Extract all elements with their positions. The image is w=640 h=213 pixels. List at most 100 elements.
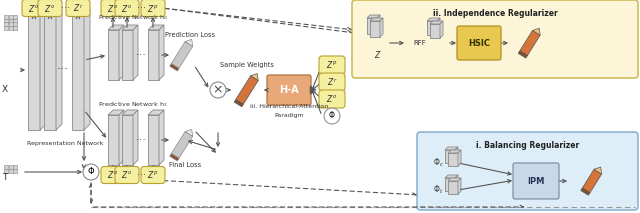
Polygon shape [532,28,540,35]
Polygon shape [427,18,440,21]
Polygon shape [440,21,443,38]
Polygon shape [148,30,159,80]
FancyBboxPatch shape [101,0,125,16]
Polygon shape [40,9,46,130]
Text: Predictive Network h$_1$: Predictive Network h$_1$ [99,101,168,109]
Polygon shape [172,42,193,68]
Polygon shape [580,188,590,195]
Polygon shape [367,18,377,34]
Polygon shape [72,9,90,15]
Polygon shape [380,18,383,37]
Bar [4,165,8,169]
Bar [13,22,17,26]
Text: ···: ··· [138,170,147,180]
Polygon shape [251,73,258,81]
FancyBboxPatch shape [66,0,90,16]
Polygon shape [448,150,461,153]
Text: Representation Network: Representation Network [27,141,103,145]
Polygon shape [430,24,440,38]
Polygon shape [172,132,193,158]
Circle shape [324,108,340,124]
Polygon shape [133,25,138,80]
Text: Z: Z [374,50,380,59]
Polygon shape [108,30,119,80]
Bar [8,165,13,169]
Text: $Z^o$: $Z^o$ [122,170,132,180]
FancyBboxPatch shape [319,73,345,91]
FancyBboxPatch shape [319,90,345,108]
Polygon shape [44,9,62,15]
FancyBboxPatch shape [38,0,62,16]
Text: ···: ··· [136,50,147,60]
Polygon shape [448,153,458,166]
Polygon shape [28,9,46,15]
Bar [13,19,17,23]
Polygon shape [445,175,458,178]
Polygon shape [56,9,62,130]
Text: X: X [2,85,8,95]
Polygon shape [148,110,164,115]
Polygon shape [437,18,440,35]
Text: ×: × [212,83,223,96]
Text: ii. Independence Regularizer: ii. Independence Regularizer [433,9,557,17]
Bar [4,26,8,29]
Polygon shape [234,99,243,107]
Text: Sample Weights: Sample Weights [220,62,274,68]
Polygon shape [518,51,527,58]
Text: ···: ··· [136,135,147,145]
Polygon shape [520,30,540,56]
Bar [8,15,13,19]
Polygon shape [159,110,164,165]
Text: Predictive Network h$_0$: Predictive Network h$_0$ [98,14,168,22]
Text: $Z^o$: $Z^o$ [108,170,118,180]
Text: Φ: Φ [88,167,94,177]
FancyBboxPatch shape [115,0,139,16]
FancyBboxPatch shape [352,0,638,78]
Bar [4,22,8,26]
Text: $Z^p$: $Z^p$ [326,59,338,71]
Bar [13,15,17,19]
FancyBboxPatch shape [267,75,311,105]
FancyBboxPatch shape [457,26,501,60]
FancyBboxPatch shape [319,56,345,74]
Text: $Z^r$: $Z^r$ [326,76,337,88]
Text: ···: ··· [57,63,69,76]
Bar [8,26,13,29]
Text: RFF: RFF [413,40,426,46]
Bar [13,168,17,173]
Polygon shape [119,25,124,80]
Text: iii. Hierarchical-Attention: iii. Hierarchical-Attention [250,105,328,109]
Polygon shape [430,21,443,24]
FancyBboxPatch shape [115,167,139,184]
Text: $Z^o$: $Z^o$ [326,94,337,105]
Polygon shape [448,181,458,194]
Bar [8,168,13,173]
Text: $\Phi_c$: $\Phi_c$ [433,157,444,169]
Text: IPM: IPM [527,177,545,186]
Polygon shape [458,178,461,194]
Polygon shape [122,30,133,80]
Polygon shape [44,15,56,130]
Polygon shape [159,25,164,80]
Polygon shape [108,25,124,30]
Polygon shape [28,15,40,130]
Polygon shape [370,21,380,37]
Bar [4,19,8,23]
Polygon shape [455,147,458,163]
Text: $Z^o$: $Z^o$ [44,3,56,13]
Polygon shape [370,18,383,21]
Text: T: T [2,174,8,183]
Polygon shape [445,178,455,191]
Polygon shape [448,178,461,181]
Bar [13,165,17,169]
Bar [8,19,13,23]
Polygon shape [122,25,138,30]
Polygon shape [122,110,138,115]
Polygon shape [133,110,138,165]
Polygon shape [72,15,84,130]
Circle shape [210,82,226,98]
Text: $Z^r$: $Z^r$ [73,2,83,14]
Text: Final Loss: Final Loss [169,162,201,168]
Text: $Z^o$: $Z^o$ [28,3,40,13]
Polygon shape [119,110,124,165]
